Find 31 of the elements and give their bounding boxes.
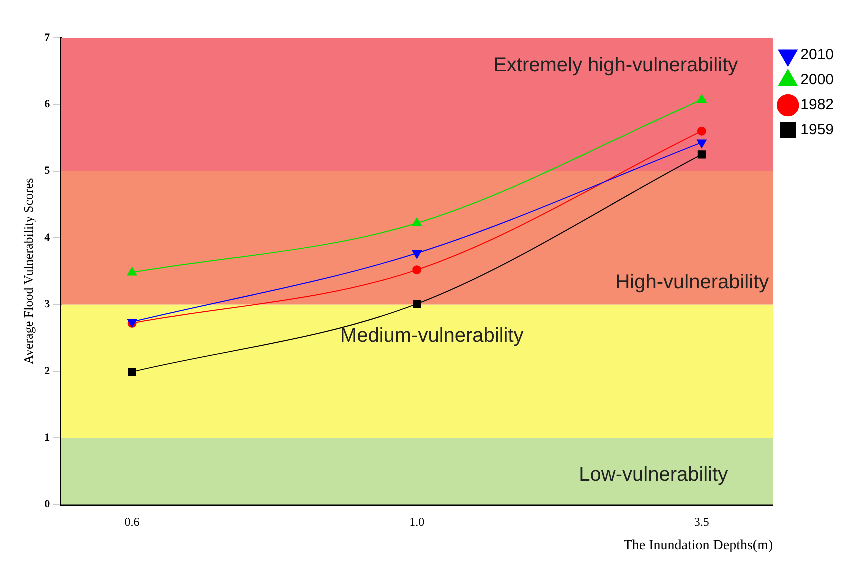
x-tick-label: 3.5: [694, 515, 710, 530]
y-tick-label: 1: [44, 432, 50, 444]
x-axis-title: The Inundation Depths(m): [624, 538, 774, 554]
y-tick-label: 7: [44, 32, 51, 44]
x-tick-label: 1.0: [410, 515, 425, 530]
point: [413, 300, 422, 308]
point: [412, 250, 422, 259]
legend-label: 2000: [800, 72, 834, 89]
y-tick-label: 2: [44, 365, 51, 378]
y-tick-label: 4: [44, 232, 51, 244]
point: [127, 267, 138, 276]
legend-label: 1982: [800, 96, 834, 114]
y-axis-title: Average Flood Vulnerability Scores: [21, 178, 36, 364]
y-tick-label: 6: [44, 98, 51, 111]
y-tick-label: 3: [44, 298, 51, 311]
point: [697, 140, 707, 148]
point: [697, 126, 706, 136]
y-tick-label: 0: [44, 498, 51, 511]
point: [412, 218, 422, 226]
x-tick-label: 0.6: [124, 515, 140, 530]
y-tick-label: 5: [44, 165, 51, 178]
legend-label: 1959: [800, 122, 834, 139]
band-label: High-vulnerability: [616, 271, 770, 294]
point: [128, 368, 136, 376]
band-label: Medium-vulnerability: [340, 324, 524, 347]
point: [697, 94, 707, 104]
legend-label: 2010: [800, 46, 834, 64]
band-label: Extremely high-vulnerability: [494, 54, 738, 77]
point: [698, 150, 706, 159]
band-label: Low-vulnerability: [579, 464, 728, 486]
point: [412, 266, 422, 275]
